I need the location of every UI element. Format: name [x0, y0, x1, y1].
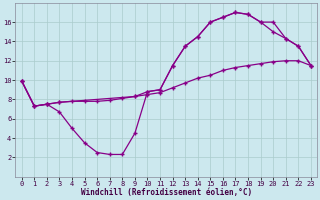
X-axis label: Windchill (Refroidissement éolien,°C): Windchill (Refroidissement éolien,°C) — [81, 188, 252, 197]
